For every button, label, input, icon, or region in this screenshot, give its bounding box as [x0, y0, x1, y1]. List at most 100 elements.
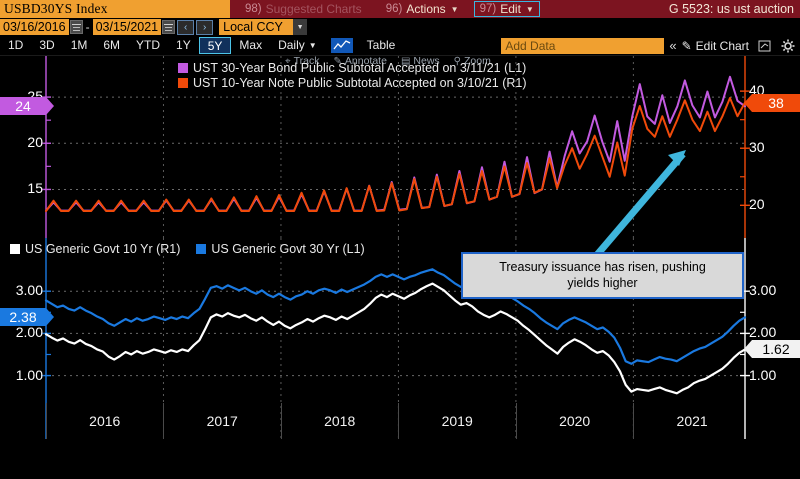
suggested-charts-number: 98)	[245, 3, 262, 15]
news-icon: ▤	[400, 55, 411, 67]
zoom-icon: ⚲	[453, 55, 461, 67]
edit-chart-button[interactable]: ✎ Edit Chart	[682, 39, 753, 53]
x-axis-divider	[398, 403, 400, 439]
legend-swatch-blue	[196, 244, 207, 254]
period-button-1d[interactable]: 1D	[8, 38, 24, 52]
x-axis-label: 2017	[206, 413, 238, 429]
legend-item-30y-yield: US Generic Govt 30 Yr (L1)	[196, 242, 365, 256]
period-toolbar: 1D 3D 1M 6M YTD 1Y 5Y Max Daily ▼ Table …	[0, 36, 800, 56]
right-axis-value-badge: 38	[744, 93, 800, 112]
track-label: Track	[293, 55, 320, 67]
add-data-input[interactable]: Add Data	[501, 37, 665, 54]
suggested-charts-button[interactable]: 98) Suggested Charts	[240, 0, 367, 18]
calendar-icon[interactable]	[162, 20, 176, 34]
x-axis-divider	[163, 403, 165, 439]
legend-swatch-purple	[178, 63, 188, 73]
x-axis-label: 2021	[676, 413, 708, 429]
period-button-1y[interactable]: 1Y	[176, 38, 191, 52]
frequency-label: Daily	[278, 38, 305, 52]
period-button-1m[interactable]: 1M	[70, 38, 88, 52]
y-axis-tick-right: 20	[749, 196, 765, 213]
legend-item-10y-yield: US Generic Govt 10 Yr (R1)	[10, 242, 180, 256]
x-axis-divider	[46, 403, 47, 439]
legend-label-30y-yield: US Generic Govt 30 Yr (L1)	[211, 242, 365, 256]
suggested-charts-label: Suggested Charts	[265, 2, 362, 16]
ticker-input[interactable]: USBD30YS Index	[0, 0, 230, 18]
chart-view-icon[interactable]	[330, 38, 353, 53]
zoom-tool[interactable]: ⚲ Zoom	[454, 55, 491, 67]
annotate-tool[interactable]: ✎ Annotate	[334, 55, 387, 67]
period-button-6m[interactable]: 6M	[103, 38, 121, 52]
collapse-icon[interactable]: «	[669, 38, 677, 53]
y-axis-tick-left: 15	[27, 180, 43, 197]
track-tool[interactable]: ⌖ Track	[285, 55, 320, 67]
annotation-textbox[interactable]: Treasury issuance has risen, pushing yie…	[461, 252, 744, 300]
edit-label: Edit	[500, 2, 521, 16]
period-button-3d[interactable]: 3D	[39, 38, 55, 52]
x-axis-divider	[515, 403, 517, 439]
annotate-label: Annotate	[344, 55, 387, 67]
end-date-input[interactable]: 03/15/2021	[92, 19, 162, 35]
x-axis-divider	[633, 403, 635, 439]
x-axis-label: 2016	[89, 413, 121, 429]
x-axis-label: 2018	[324, 413, 356, 429]
news-label: News	[413, 55, 440, 67]
start-date-input[interactable]: 03/16/2016	[0, 19, 69, 35]
y-axis-tick-left: 3.00	[15, 282, 43, 299]
legend-label-30y-bond: UST 30-Year Bond Public Subtotal Accepte…	[193, 61, 527, 75]
left-axis-value-badge: 2.38	[0, 308, 54, 327]
track-icon: ⌖	[285, 55, 291, 67]
chart-title: G 5523: us ust auction	[668, 2, 794, 16]
chevron-down-icon: ▼	[525, 4, 534, 14]
chevron-down-icon: ▼	[308, 41, 317, 50]
annotate-icon: ✎	[333, 55, 342, 67]
y-axis-tick-right: 3.00	[749, 282, 777, 299]
period-button-5y[interactable]: 5Y	[198, 37, 232, 54]
period-button-ytd[interactable]: YTD	[136, 38, 161, 52]
news-tool[interactable]: ▤ News	[401, 55, 440, 67]
legend-label-10y-yield: US Generic Govt 10 Yr (R1)	[25, 242, 181, 256]
actions-number: 96)	[385, 3, 403, 15]
annotation-line-1: Treasury issuance has risen, pushing	[499, 260, 706, 274]
legend-swatch-white	[10, 244, 20, 254]
chart-tools-toolbar: ⌖ Track ✎ Annotate ▤ News ⚲ Zoom	[285, 55, 491, 67]
y-axis-tick-right: 1.00	[749, 366, 777, 383]
zoom-label: Zoom	[464, 55, 491, 67]
currency-select[interactable]: Local CCY	[219, 19, 294, 35]
y-axis-tick-left: 1.00	[15, 366, 43, 383]
x-axis-label: 2020	[559, 413, 591, 429]
x-axis-label: 2019	[441, 413, 473, 429]
yields-chart-legend: US Generic Govt 10 Yr (R1) US Generic Go…	[10, 242, 365, 256]
gear-icon[interactable]	[776, 39, 800, 53]
y-axis-tick-right: 2.00	[749, 324, 777, 341]
actions-label: Actions	[406, 2, 446, 16]
edit-chart-label: Edit Chart	[695, 38, 749, 53]
date-range-dash: -	[85, 20, 90, 34]
notes-icon[interactable]	[753, 40, 776, 52]
legend-item-10y-note: UST 10-Year Note Public Subtotal Accepte…	[178, 76, 527, 90]
edit-button[interactable]: 97) Edit ▼	[473, 1, 540, 17]
left-axis-value-badge: 24	[0, 97, 54, 116]
previous-period-button[interactable]: ‹	[177, 19, 195, 35]
actions-button[interactable]: 96) Actions ▼	[381, 0, 464, 18]
table-view-button[interactable]: Table	[366, 38, 396, 52]
titlebar-spacer	[230, 0, 240, 18]
x-axis: 2016 2017 2018 2019 2020 2021	[46, 403, 745, 439]
right-axis-value-badge: 1.62	[744, 340, 800, 359]
pencil-icon: ✎	[681, 38, 692, 53]
title-bar: USBD30YS Index 98) Suggested Charts 96) …	[0, 0, 800, 18]
legend-item-30y-bond: UST 30-Year Bond Public Subtotal Accepte…	[178, 61, 527, 75]
legend-label-10y-note: UST 10-Year Note Public Subtotal Accepte…	[193, 76, 527, 90]
chevron-down-icon: ▼	[450, 4, 459, 14]
period-button-max[interactable]: Max	[239, 38, 263, 52]
auction-chart-legend: UST 30-Year Bond Public Subtotal Accepte…	[178, 61, 527, 90]
edit-number: 97)	[479, 3, 497, 15]
chevron-down-icon[interactable]: ▼	[293, 19, 308, 35]
calendar-icon[interactable]	[69, 20, 83, 34]
y-axis-tick-right: 30	[749, 139, 765, 156]
next-period-button[interactable]: ›	[196, 19, 214, 35]
y-axis-tick-left: 20	[27, 134, 43, 151]
frequency-select[interactable]: Daily ▼	[270, 37, 325, 54]
auction-size-chart-panel[interactable]: UST 30-Year Bond Public Subtotal Accepte…	[0, 56, 800, 238]
date-range-row: 03/16/2016 - 03/15/2021 ‹ › Local CCY ▼	[0, 18, 800, 36]
